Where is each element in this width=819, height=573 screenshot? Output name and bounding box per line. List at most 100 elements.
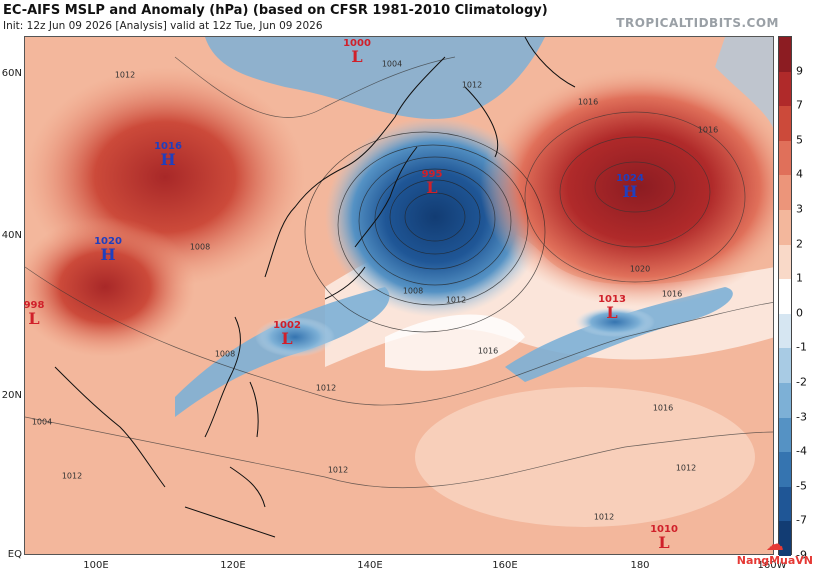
low-system-1013: 1013 L	[598, 295, 626, 321]
colorbar-segment	[779, 106, 791, 142]
system-value: 995	[421, 169, 443, 180]
colorbar-tick-label: 1	[796, 271, 803, 285]
system-value: 1024	[616, 173, 644, 184]
colorbar-segment	[779, 244, 791, 280]
colorbar-tick-label: -9	[796, 548, 807, 562]
high-1024-anomaly	[480, 67, 773, 307]
colorbar-tick-label: 5	[796, 133, 803, 147]
anomaly-map[interactable]	[24, 36, 774, 555]
isobar-label: 1008	[214, 349, 236, 359]
colorbar-tick-label: -1	[796, 340, 807, 354]
colorbar-segment	[779, 417, 791, 453]
lon-label-100e: 100E	[83, 560, 109, 571]
isobar-label: 1020	[629, 264, 651, 274]
isobar-label: 1012	[445, 295, 467, 305]
map-subtitle: Init: 12z Jun 09 2026 [Analysis] valid a…	[3, 20, 323, 32]
ne-low-band	[715, 37, 773, 129]
low-system-1010: 1010 L	[650, 525, 678, 551]
isobar-label: 1004	[31, 417, 53, 427]
system-letter: L	[426, 178, 438, 197]
system-value: 1016	[154, 141, 182, 152]
logo-text: NangMuaVN	[736, 554, 813, 567]
colorbar-tick-label: 9	[796, 64, 803, 78]
colorbar-segment	[779, 348, 791, 384]
colorbar-tick-label: -7	[796, 513, 807, 527]
tibet-high-anomaly	[25, 217, 195, 357]
anomaly-colorbar	[778, 36, 792, 557]
isobar-label: 1008	[402, 286, 424, 296]
colorbar-tick-label: -4	[796, 444, 807, 458]
lon-label-120e: 120E	[220, 560, 246, 571]
system-value: 1020	[94, 236, 122, 247]
isobar-label: 1016	[661, 289, 683, 299]
cloud-icon: ☁	[765, 534, 784, 555]
isobar-label: 1012	[327, 465, 349, 475]
low-system-1002: 1002 L	[273, 321, 301, 347]
coastlines	[54, 37, 576, 538]
system-letter: L	[658, 533, 670, 552]
colorbar-segment	[779, 521, 791, 557]
colorbar-tick-label: 3	[796, 202, 803, 216]
system-value: 1010	[650, 524, 678, 535]
colorbar-tick-label: 0	[796, 306, 803, 320]
lon-label-140e: 140E	[357, 560, 383, 571]
isobar-label: 1012	[61, 471, 83, 481]
se-pale-area	[415, 387, 755, 527]
colorbar-segment	[779, 313, 791, 349]
low-isobars	[304, 131, 546, 333]
lat-label-60n: 60N	[1, 68, 22, 79]
isobar-label: 1012	[114, 70, 136, 80]
low-system-998: 998 L	[24, 301, 45, 327]
colorbar-segment	[779, 279, 791, 315]
colorbar-tick-label: 7	[796, 98, 803, 112]
low-system-1000: 1000 L	[343, 39, 371, 65]
system-value: 1000	[343, 38, 371, 49]
colorbar-tick-label: -2	[796, 375, 807, 389]
low-1002-anomaly	[255, 317, 335, 357]
lon-label-160w: 160W	[757, 560, 787, 571]
system-letter: L	[281, 329, 293, 348]
isobar-label: 1012	[461, 80, 483, 90]
low-system-995: 995 L	[422, 170, 443, 196]
credit-text: TROPICALTIDBITS.COM	[616, 16, 779, 30]
lat-label-40n: 40N	[1, 230, 22, 241]
colorbar-segment	[779, 175, 791, 211]
system-letter: H	[100, 245, 116, 264]
high-system-1024: 1024 H	[616, 174, 644, 200]
system-letter: H	[622, 182, 638, 201]
isobar-label: 1008	[189, 242, 211, 252]
colorbar-tick-label: 2	[796, 237, 803, 251]
colorbar-segment	[779, 383, 791, 419]
map-canvas	[25, 37, 773, 554]
high-system-1016: 1016 H	[154, 142, 182, 168]
system-value: 998	[23, 300, 45, 311]
isobar-label: 1016	[577, 97, 599, 107]
lon-label-160e: 160E	[492, 560, 518, 571]
isobar-label: 1012	[675, 463, 697, 473]
colorbar-segment	[779, 37, 791, 73]
system-letter: L	[351, 47, 363, 66]
lon-label-180: 180	[630, 560, 650, 571]
map-title: EC-AIFS MSLP and Anomaly (hPa) (based on…	[3, 3, 548, 18]
isobar-label: 1012	[593, 512, 615, 522]
high-isobars	[25, 56, 773, 489]
isobar-label: 1004	[381, 59, 403, 69]
north-low-band	[205, 37, 545, 120]
system-value: 1002	[273, 320, 301, 331]
colorbar-tick-label: 4	[796, 167, 803, 181]
high-system-1020: 1020 H	[94, 237, 122, 263]
lat-label-eq: EQ	[7, 549, 22, 560]
isobar-label: 1016	[652, 403, 674, 413]
system-letter: L	[28, 309, 40, 328]
colorbar-segment	[779, 210, 791, 246]
colorbar-segment	[779, 71, 791, 107]
lat-label-20n: 20N	[1, 390, 22, 401]
colorbar-segment	[779, 140, 791, 176]
system-value: 1013	[598, 294, 626, 305]
low-1013-anomaly	[575, 307, 655, 337]
isobar-label: 1016	[477, 346, 499, 356]
colorbar-tick-label: -5	[796, 479, 807, 493]
nangmua-logo: ☁ NangMuaVN	[736, 534, 813, 568]
isobar-label: 1016	[697, 125, 719, 135]
isobar-label: 1012	[315, 383, 337, 393]
